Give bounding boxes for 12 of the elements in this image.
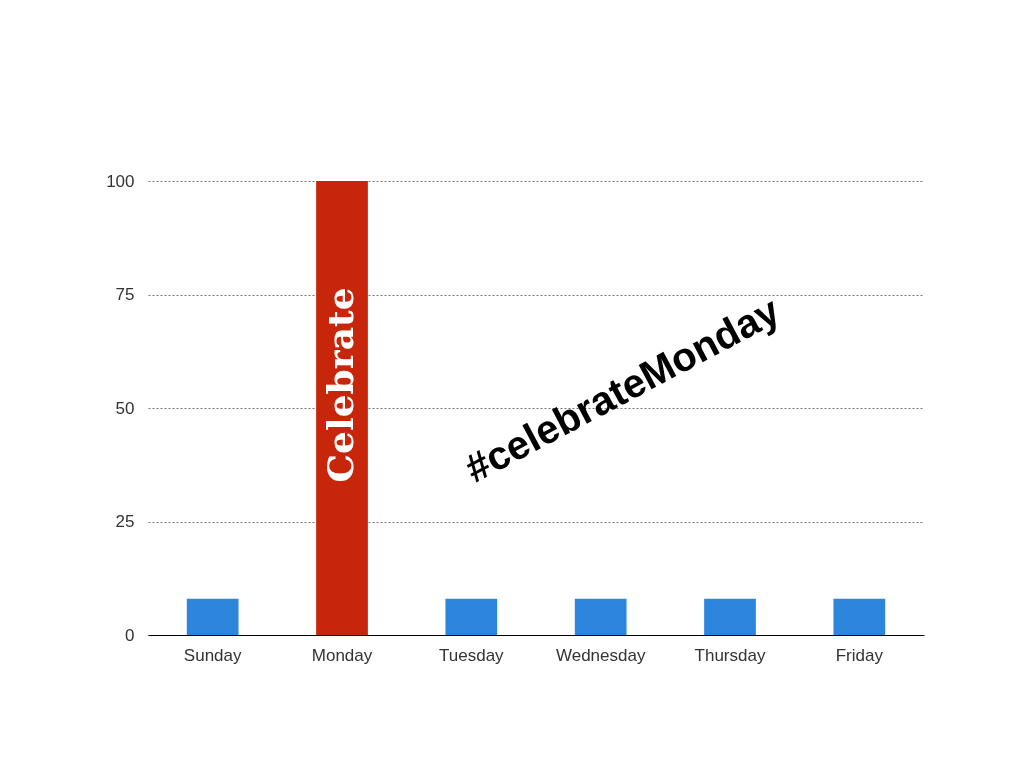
x-tick-label: Tuesday <box>439 645 505 665</box>
x-tick-label: Wednesday <box>555 645 646 665</box>
annotation: Celebrate <box>319 287 361 483</box>
y-tick-label: 25 <box>115 512 135 531</box>
x-tick-label: Friday <box>835 645 884 665</box>
y-tick-label: 75 <box>115 285 135 304</box>
x-tick-label: Monday <box>311 645 373 665</box>
y-tick-label: 0 <box>125 625 135 645</box>
x-tick-label: Thursday <box>694 645 766 665</box>
y-tick-label: 100 <box>106 171 135 191</box>
y-tick-label: 50 <box>115 398 135 418</box>
x-tick-label: Sunday <box>183 645 242 665</box>
